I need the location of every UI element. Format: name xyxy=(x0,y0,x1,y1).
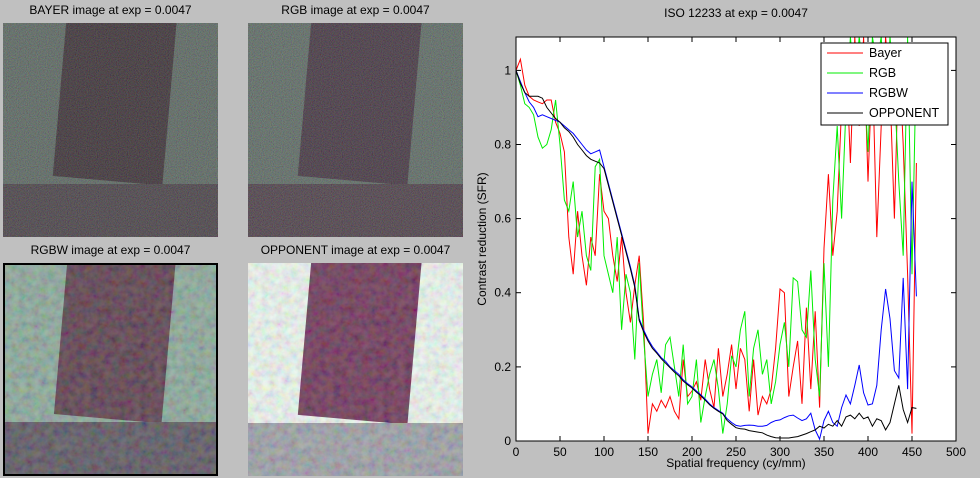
rgb-noise-overlay xyxy=(248,23,463,237)
series-opponent xyxy=(516,70,917,439)
bayer-noise-overlay xyxy=(3,23,218,237)
rgb-panel-title: RGB image at exp = 0.0047 xyxy=(281,3,430,17)
legend-label: Bayer xyxy=(869,46,902,60)
y-tick-label: 0.8 xyxy=(494,138,511,152)
bayer-image xyxy=(3,23,218,237)
x-axis-label: Spatial frequency (cy/mm) xyxy=(666,456,806,470)
x-tick-label: 400 xyxy=(858,445,878,459)
series-bayer xyxy=(516,37,917,434)
y-axis-label: Contrast reduction (SFR) xyxy=(475,172,489,306)
opponent-noise-overlay xyxy=(248,263,463,476)
legend-label: OPPONENT xyxy=(869,106,940,120)
chart-title: ISO 12233 at exp = 0.0047 xyxy=(664,6,808,20)
opponent-image xyxy=(248,263,463,476)
x-tick-label: 450 xyxy=(902,445,922,459)
x-tick-label: 500 xyxy=(946,445,966,459)
y-tick-label: 0.6 xyxy=(494,212,511,226)
rgb-image xyxy=(248,23,463,237)
x-tick-label: 0 xyxy=(513,445,520,459)
plot-border xyxy=(515,36,957,442)
bayer-panel-title: BAYER image at exp = 0.0047 xyxy=(29,3,192,17)
legend-label: RGBW xyxy=(869,86,908,100)
rgbw-image xyxy=(3,263,218,476)
rgbw-noise-overlay xyxy=(5,265,216,474)
x-tick-label: 100 xyxy=(594,445,614,459)
y-tick-label: 0.4 xyxy=(494,286,511,300)
x-tick-label: 200 xyxy=(682,445,702,459)
x-tick-label: 150 xyxy=(638,445,658,459)
series-rgbw xyxy=(516,70,917,441)
x-tick-label: 50 xyxy=(553,445,567,459)
y-tick-label: 0.2 xyxy=(494,360,511,374)
rgbw-panel-title: RGBW image at exp = 0.0047 xyxy=(30,243,191,257)
x-tick-label: 300 xyxy=(770,445,790,459)
x-tick-label: 350 xyxy=(814,445,834,459)
legend: Bayer RGB RGBW OPPONENT xyxy=(820,42,949,126)
y-tick-label: 0 xyxy=(504,434,511,448)
legend-label: RGB xyxy=(869,66,896,80)
opponent-panel-title: OPPONENT image at exp = 0.0047 xyxy=(260,243,451,257)
x-tick-label: 250 xyxy=(726,445,746,459)
sfr-plot: 0 50 100 150 200 250 300 350 400 450 500 0 0.2 0.4 0.6… xyxy=(494,36,966,459)
y-tick-label: 1 xyxy=(504,63,511,77)
